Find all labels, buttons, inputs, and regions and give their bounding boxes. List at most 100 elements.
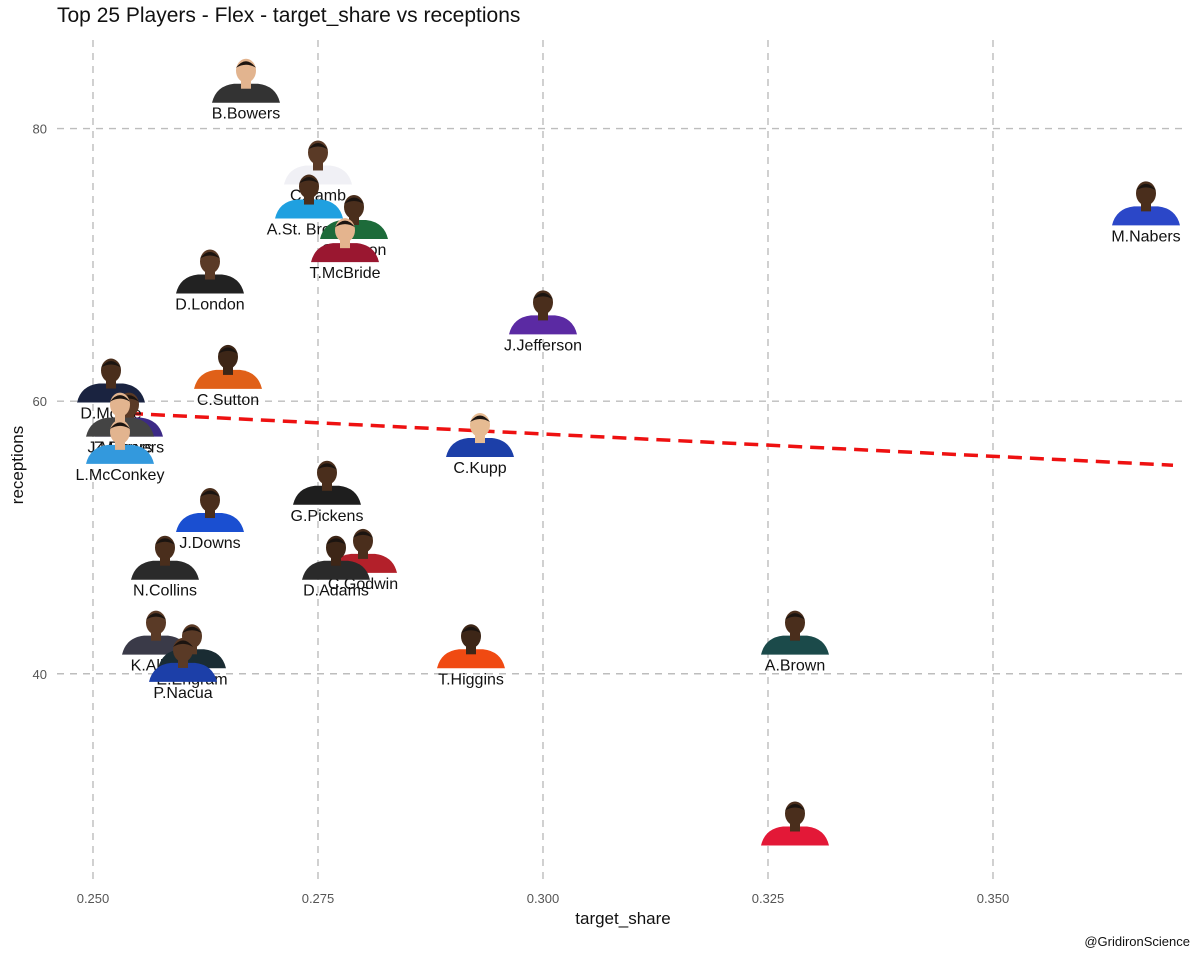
point-label: M.Nabers: [1111, 228, 1180, 245]
player-hair: [335, 220, 355, 228]
data-point: P.Nacua: [149, 637, 217, 702]
trendline: [128, 411, 1174, 467]
point-label: C.Kupp: [453, 460, 506, 477]
point-label: N.Collins: [133, 583, 197, 600]
player-neck: [106, 379, 116, 389]
player-hair: [110, 422, 130, 429]
point-label: D.London: [175, 297, 244, 314]
player-neck: [115, 440, 125, 450]
player-hair: [785, 613, 805, 620]
point-label: J.Downs: [179, 535, 240, 552]
player-hair: [299, 177, 319, 184]
data-point: C.Lamb: [284, 140, 352, 204]
player-neck: [304, 195, 314, 205]
player-hair: [146, 613, 166, 620]
point-label: T.Higgins: [438, 671, 504, 688]
point-label: C.Godwin: [328, 576, 398, 593]
data-point: M.Nabers: [1111, 181, 1181, 245]
player-neck: [223, 365, 233, 375]
player-hair: [1136, 183, 1156, 191]
data-point: J.Downs: [176, 488, 244, 552]
player-hair: [344, 197, 364, 204]
data-point: J.Jefferson: [504, 290, 582, 354]
player-jersey: [509, 315, 577, 335]
credit-text: @GridironScience: [1084, 934, 1190, 949]
player-jersey: [176, 274, 244, 294]
player-neck: [340, 239, 350, 249]
player-jersey: [437, 649, 505, 669]
player-hair: [470, 415, 490, 423]
player-jersey: [131, 560, 199, 580]
point-label: T.McBride: [309, 265, 380, 282]
player-hair: [182, 626, 202, 634]
y-tick-label: 40: [33, 667, 47, 682]
player-jersey: [212, 83, 280, 103]
player-neck: [538, 311, 548, 321]
player-neck: [475, 434, 485, 444]
player-hair: [236, 61, 256, 68]
point-label: P.Nacua: [153, 685, 212, 702]
player-neck: [790, 822, 800, 832]
x-tick-label: 0.325: [752, 891, 785, 906]
data-point: G.Pickens: [291, 460, 364, 525]
y-tick-label: 80: [33, 122, 47, 137]
data-point: [761, 801, 829, 846]
player-hair: [317, 463, 337, 470]
point-label: G.Pickens: [291, 508, 364, 525]
player-neck: [115, 413, 125, 423]
player-hair: [326, 538, 346, 545]
player-neck: [331, 556, 341, 566]
trendline-layer: [128, 411, 1174, 467]
gridlines: [57, 40, 1182, 885]
data-point: L.McConkey: [76, 419, 165, 484]
player-hair: [218, 347, 238, 354]
player-neck: [349, 215, 359, 225]
player-hair: [533, 292, 553, 300]
x-axis-label: target_share: [575, 909, 670, 928]
x-tick-label: 0.300: [527, 891, 560, 906]
data-point: A.Brown: [761, 610, 829, 675]
data-point: B.Bowers: [212, 58, 280, 123]
player-hair: [110, 395, 130, 402]
player-jersey: [1112, 206, 1180, 226]
y-axis-label: receptions: [8, 426, 27, 504]
player-jersey: [761, 826, 829, 846]
point-label: C.Sutton: [197, 392, 259, 409]
player-hair: [200, 490, 220, 498]
data-point: C.Sutton: [194, 344, 262, 409]
player-jersey: [761, 635, 829, 655]
y-tick-label: 60: [33, 394, 47, 409]
chart-title: Top 25 Players - Flex - target_share vs …: [57, 4, 521, 27]
player-neck: [1141, 202, 1151, 212]
data-point: D.Adams: [302, 535, 370, 600]
player-jersey: [122, 635, 190, 655]
player-neck: [241, 79, 251, 89]
point-label: A.Brown: [765, 658, 825, 675]
player-hair: [785, 803, 805, 811]
player-neck: [160, 556, 170, 566]
player-jersey: [302, 560, 370, 580]
player-hair: [200, 252, 220, 259]
point-label: L.McConkey: [76, 467, 165, 484]
x-tick-label: 0.275: [302, 891, 335, 906]
player-neck: [178, 658, 188, 668]
player-jersey: [176, 513, 244, 533]
player-hair: [173, 640, 193, 647]
player-neck: [313, 161, 323, 171]
point-label: B.Bowers: [212, 106, 280, 123]
player-neck: [322, 481, 332, 491]
data-point: N.Collins: [131, 535, 199, 600]
data-point: T.Higgins: [437, 624, 505, 688]
player-hair: [155, 538, 175, 545]
player-jersey: [275, 199, 343, 219]
player-neck: [466, 645, 476, 655]
player-neck: [790, 631, 800, 641]
player-jersey: [86, 444, 154, 464]
x-tick-label: 0.250: [77, 891, 110, 906]
player-hair: [353, 531, 373, 538]
point-label: J.Jefferson: [504, 337, 582, 354]
player-neck: [205, 270, 215, 280]
player-neck: [205, 509, 215, 519]
